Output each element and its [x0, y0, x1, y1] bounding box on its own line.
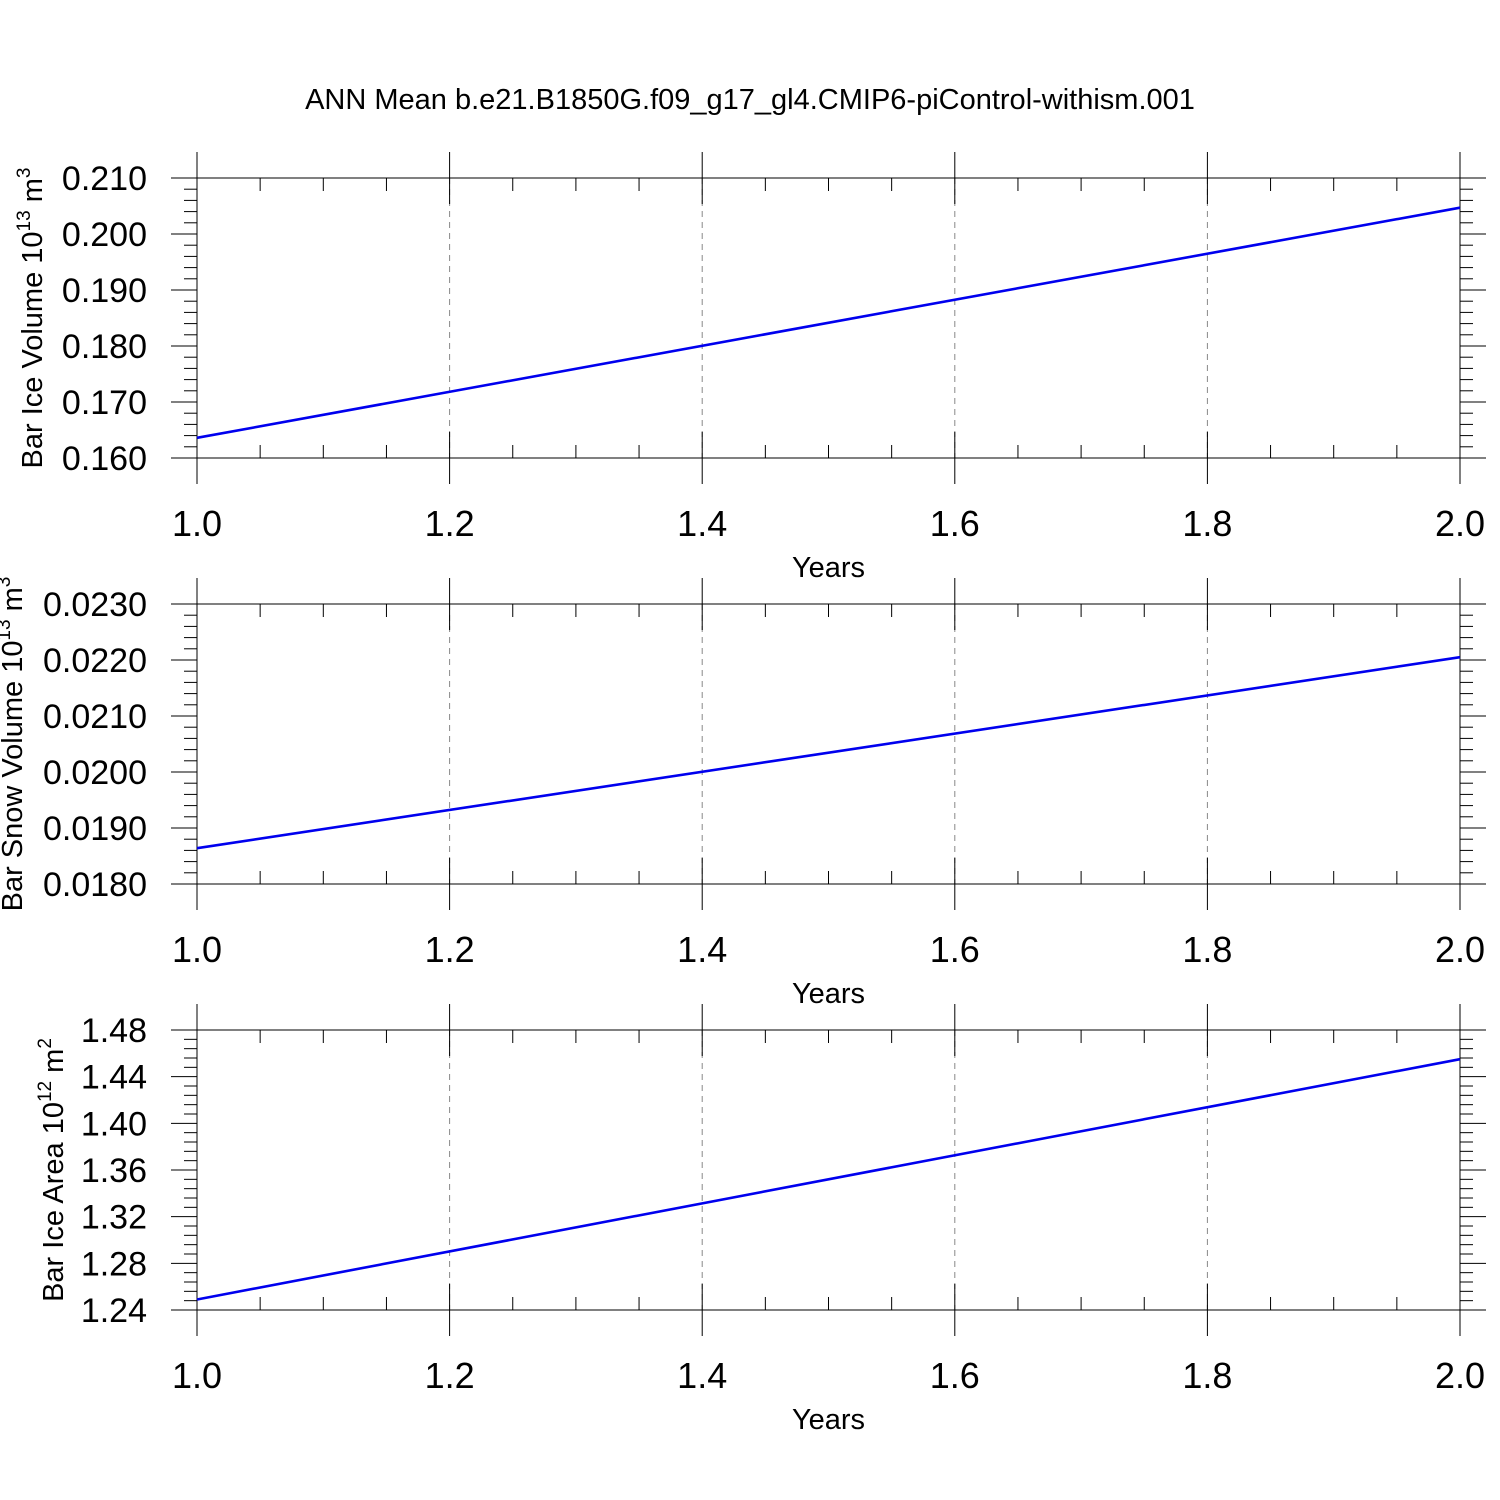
- series-line: [196, 206, 1461, 440]
- plot-frame: [196, 603, 1461, 885]
- y-tick-label: 0.200: [62, 216, 147, 254]
- y-tick-label: 0.0180: [43, 866, 147, 904]
- x-tick-label: 1.6: [930, 929, 980, 970]
- y-tick-label: 0.170: [62, 384, 147, 422]
- y-tick-label: 0.0220: [43, 642, 147, 680]
- plot-frame: [196, 1029, 1461, 1311]
- y-axis-label: Bar Ice Area 1012 m2: [35, 1038, 70, 1302]
- y-tick-label: 1.24: [81, 1292, 147, 1330]
- y-axis-label-superscript: 13: [14, 210, 35, 231]
- x-tick-label: 1.8: [1182, 1355, 1232, 1396]
- x-tick-label: 2.0: [1435, 929, 1485, 970]
- series-line: [196, 655, 1461, 850]
- panel-1: 1.0 1.2 1.4 1.6 1.8 2.0 0.160 0.170 0.180 0.190 0.…: [14, 152, 1486, 584]
- y-axis-label-text: m: [38, 1049, 70, 1081]
- y-tick-label: 0.160: [62, 440, 147, 478]
- y-tick-label: 1.36: [81, 1152, 147, 1190]
- y-tick-label: 1.32: [81, 1199, 147, 1237]
- y-axis-label-superscript: 3: [0, 577, 15, 588]
- y-axis-label-text: Bar Ice Volume 10: [17, 231, 49, 468]
- y-tick-label: 0.0190: [43, 810, 147, 848]
- x-tick-label: 1.4: [677, 1355, 727, 1396]
- panel-2: 1.0 1.2 1.4 1.6 1.8 2.0 0.0180 0.0190 0.0200 0.02…: [0, 577, 1486, 1010]
- plot-frame: [196, 177, 1461, 459]
- y-tick-label: 0.210: [62, 160, 147, 198]
- y-axis-label-text: m: [0, 587, 29, 619]
- y-axis-label-superscript: 13: [0, 619, 15, 640]
- y-tick-label: 1.44: [81, 1059, 147, 1097]
- x-tick-label: 1.6: [930, 503, 980, 544]
- x-tick-label: 1.0: [172, 503, 222, 544]
- x-tick-label: 1.6: [930, 1355, 980, 1396]
- y-tick-label: 1.40: [81, 1105, 147, 1143]
- y-tick-label: 0.0210: [43, 698, 147, 736]
- x-tick-label: 1.2: [425, 1355, 475, 1396]
- x-tick-label: 2.0: [1435, 1355, 1485, 1396]
- y-axis-label-superscript: 12: [35, 1081, 56, 1102]
- x-tick-label: 1.0: [172, 929, 222, 970]
- x-axis-label: Years: [792, 1404, 865, 1436]
- y-tick-label: 1.48: [81, 1012, 147, 1050]
- y-tick-label: 0.0200: [43, 754, 147, 792]
- series-line: [196, 1057, 1461, 1301]
- x-axis-label: Years: [792, 978, 865, 1010]
- y-tick-label: 0.0230: [43, 586, 147, 624]
- x-tick-label: 1.2: [425, 503, 475, 544]
- y-axis-label: Bar Snow Volume 1013 m3: [0, 577, 29, 912]
- chart-title: ANN Mean b.e21.B1850G.f09_g17_gl4.CMIP6-…: [305, 84, 1195, 116]
- y-tick-label: 1.28: [81, 1245, 147, 1283]
- x-tick-label: 1.8: [1182, 503, 1232, 544]
- y-axis-label: Bar Ice Volume 1013 m3: [14, 168, 49, 469]
- x-axis-label: Years: [792, 552, 865, 584]
- y-tick-label: 0.190: [62, 272, 147, 310]
- panel-3: 1.0 1.2 1.4 1.6 1.8 2.0 1.24 1.28 1.32 1.36 1.40 1.…: [35, 1004, 1486, 1436]
- y-axis-label-superscript: 3: [14, 168, 35, 179]
- x-tick-label: 1.0: [172, 1355, 222, 1396]
- x-tick-label: 1.2: [425, 929, 475, 970]
- x-tick-label: 1.4: [677, 929, 727, 970]
- y-axis-label-text: Bar Snow Volume 10: [0, 641, 29, 912]
- x-tick-label: 2.0: [1435, 503, 1485, 544]
- x-tick-label: 1.4: [677, 503, 727, 544]
- x-tick-label: 1.8: [1182, 929, 1232, 970]
- y-tick-label: 0.180: [62, 328, 147, 366]
- y-axis-label-text: Bar Ice Area 10: [38, 1102, 70, 1302]
- y-axis-label-text: m: [17, 178, 49, 210]
- y-axis-label-superscript: 2: [35, 1038, 56, 1049]
